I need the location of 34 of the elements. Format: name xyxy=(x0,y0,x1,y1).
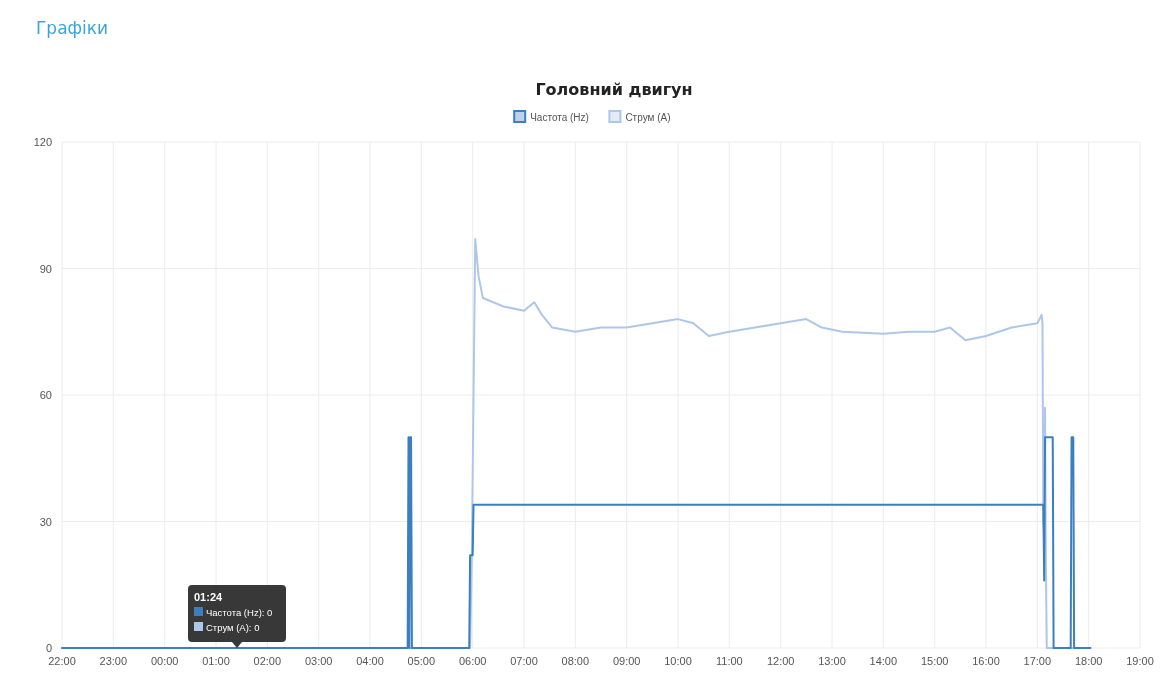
x-tick-label: 09:00 xyxy=(612,655,641,667)
x-tick-label: 17:00 xyxy=(1023,655,1052,667)
x-tick-label: 16:00 xyxy=(972,655,1000,667)
annotation: 01:24 xyxy=(194,591,224,603)
y-tick-label: 60 xyxy=(39,389,52,401)
x-tick-label: 05:00 xyxy=(407,655,436,667)
x-tick-label: 15:00 xyxy=(920,655,949,667)
x-tick-label: 07:00 xyxy=(510,655,538,667)
legend-label: Струм (A) xyxy=(625,112,671,123)
x-tick-label: 23:00 xyxy=(99,655,128,667)
x-tick-label: 19:00 xyxy=(1126,655,1154,667)
x-tick-label: 02:00 xyxy=(253,655,282,667)
y-tick-label: 30 xyxy=(39,515,52,528)
x-tick-label: 11:00 xyxy=(715,655,743,667)
annotation: Частота (Hz): 0 xyxy=(206,607,273,618)
x-tick-label: 00:00 xyxy=(150,655,179,667)
x-tick-label: 04:00 xyxy=(356,655,384,667)
chart-title: Головний двигун xyxy=(535,80,693,99)
x-tick-label: 06:00 xyxy=(458,655,487,667)
x-tick-label: 12:00 xyxy=(766,655,795,667)
y-tick-label: 0 xyxy=(45,642,52,654)
x-tick-label: 10:00 xyxy=(664,655,692,667)
y-tick-label: 120 xyxy=(33,136,52,148)
annotation: Струм (A): 0 xyxy=(206,622,260,633)
x-tick-label: 08:00 xyxy=(561,655,590,667)
x-tick-label: 13:00 xyxy=(818,655,846,667)
text: Графіки xyxy=(36,18,109,38)
y-tick-label: 90 xyxy=(39,262,52,275)
x-tick-label: 22:00 xyxy=(48,655,76,667)
x-tick-label: 01:00 xyxy=(202,655,230,667)
legend-label: Частота (Hz) xyxy=(530,112,589,123)
x-tick-label: 18:00 xyxy=(1074,655,1103,667)
x-tick-label: 14:00 xyxy=(869,655,898,667)
x-tick-label: 03:00 xyxy=(304,655,333,667)
